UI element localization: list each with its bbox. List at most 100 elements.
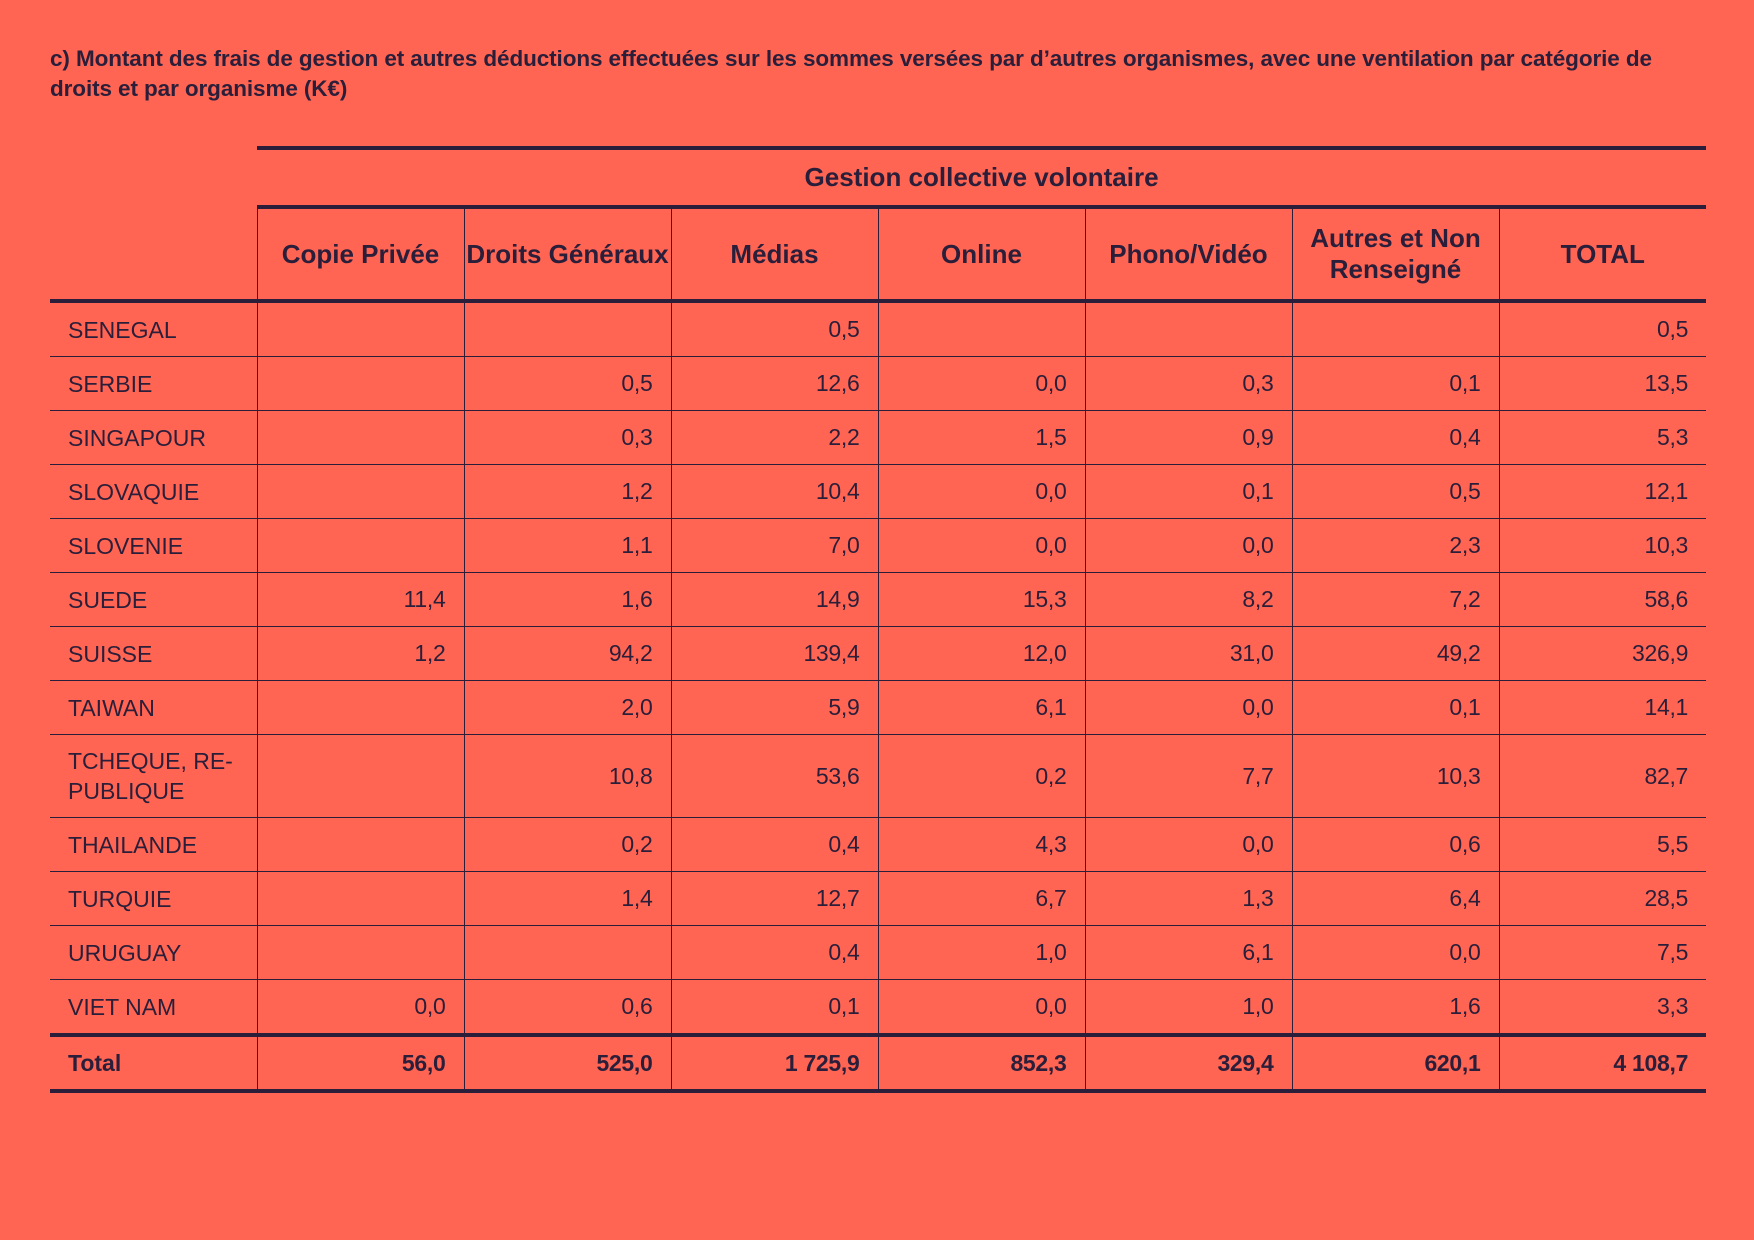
value-cell: 0,0 [877, 464, 1085, 519]
table-row: SLOVENIE 1,1 7,0 0,0 0,0 2,3 10,3 [50, 518, 1707, 573]
value-cell [256, 680, 464, 735]
value-cell: 2,3 [1291, 518, 1499, 573]
fees-table: Gestion collective volontaire Copie Priv… [50, 146, 1707, 1093]
table-row: URUGUAY 0,4 1,0 6,1 0,0 7,5 [50, 925, 1707, 980]
value-cell: 0,1 [670, 979, 878, 1035]
value-cell: 0,5 [1498, 301, 1707, 357]
value-cell: 1,1 [463, 518, 671, 573]
value-cell: 0,0 [256, 979, 464, 1035]
column-header-phono-video: Phono/Vidéo [1084, 207, 1292, 303]
corner-cell [50, 148, 257, 207]
value-cell: 6,1 [877, 680, 1085, 735]
value-cell: 12,0 [877, 626, 1085, 681]
table-row: VIET NAM 0,0 0,6 0,1 0,0 1,0 1,6 3,3 [50, 979, 1707, 1035]
value-cell [256, 301, 464, 357]
value-cell: 0,1 [1291, 356, 1499, 411]
column-header-droits-generaux: Droits Généraux [463, 207, 671, 303]
table-row: SENEGAL 0,5 0,5 [50, 301, 1707, 357]
value-cell: 0,6 [1291, 817, 1499, 872]
column-header-online: Online [877, 207, 1085, 303]
value-cell: 3,3 [1498, 979, 1707, 1035]
country-name: SERBIE [50, 356, 257, 411]
value-cell: 0,0 [1291, 925, 1499, 980]
value-cell: 1,0 [1084, 979, 1292, 1035]
value-cell [877, 301, 1085, 357]
value-cell: 10,4 [670, 464, 878, 519]
value-cell: 4,3 [877, 817, 1085, 872]
column-header-medias: Médias [670, 207, 878, 303]
value-cell [1291, 301, 1499, 357]
value-cell: 1,4 [463, 871, 671, 926]
table-row: SERBIE 0,5 12,6 0,0 0,3 0,1 13,5 [50, 356, 1707, 411]
value-cell: 12,1 [1498, 464, 1707, 519]
value-cell: 0,2 [463, 817, 671, 872]
corner-cell [50, 207, 257, 303]
table-row: TCHEQUE, RE-PUBLIQUE 10,8 53,6 0,2 7,7 10,3 82… [50, 734, 1707, 818]
value-cell: 82,7 [1498, 734, 1707, 818]
value-cell: 0,0 [877, 979, 1085, 1035]
total-value-cell: 4 108,7 [1498, 1033, 1707, 1093]
value-cell: 7,0 [670, 518, 878, 573]
country-name: SENEGAL [50, 301, 257, 357]
value-cell: 2,2 [670, 410, 878, 465]
value-cell: 0,6 [463, 979, 671, 1035]
value-cell: 0,0 [1084, 680, 1292, 735]
value-cell: 10,8 [463, 734, 671, 818]
country-name: TURQUIE [50, 871, 257, 926]
table-row: TURQUIE 1,4 12,7 6,7 1,3 6,4 28,5 [50, 871, 1707, 926]
value-cell [256, 734, 464, 818]
value-cell: 7,7 [1084, 734, 1292, 818]
value-cell: 1,6 [463, 572, 671, 627]
value-cell: 1,2 [463, 464, 671, 519]
value-cell: 14,1 [1498, 680, 1707, 735]
value-cell: 0,0 [1084, 817, 1292, 872]
table-row: THAILANDE 0,2 0,4 4,3 0,0 0,6 5,5 [50, 817, 1707, 872]
value-cell: 0,4 [670, 925, 878, 980]
country-name: TCHEQUE, RE-PUBLIQUE [50, 734, 257, 818]
value-cell: 1,2 [256, 626, 464, 681]
value-cell: 58,6 [1498, 572, 1707, 627]
value-cell: 0,1 [1291, 680, 1499, 735]
value-cell: 0,4 [670, 817, 878, 872]
value-cell [256, 925, 464, 980]
column-header-copie-privee: Copie Privée [256, 207, 464, 303]
table-row: SLOVAQUIE 1,2 10,4 0,0 0,1 0,5 12,1 [50, 464, 1707, 519]
value-cell: 0,5 [463, 356, 671, 411]
total-value-cell: 1 725,9 [670, 1033, 878, 1093]
value-cell: 0,0 [877, 518, 1085, 573]
value-cell: 1,0 [877, 925, 1085, 980]
value-cell [1084, 301, 1292, 357]
value-cell: 0,0 [877, 356, 1085, 411]
value-cell [463, 925, 671, 980]
value-cell [256, 871, 464, 926]
value-cell: 326,9 [1498, 626, 1707, 681]
value-cell: 10,3 [1291, 734, 1499, 818]
table-title: c) Montant des frais de gestion et autre… [50, 46, 1652, 101]
value-cell [256, 464, 464, 519]
value-cell: 0,3 [463, 410, 671, 465]
country-name: SUEDE [50, 572, 257, 627]
total-value-cell: 329,4 [1084, 1033, 1292, 1093]
value-cell: 15,3 [877, 572, 1085, 627]
value-cell: 49,2 [1291, 626, 1499, 681]
country-name: SINGAPOUR [50, 410, 257, 465]
table-row: TAIWAN 2,0 5,9 6,1 0,0 0,1 14,1 [50, 680, 1707, 735]
value-cell: 1,6 [1291, 979, 1499, 1035]
value-cell [256, 410, 464, 465]
country-name: SUISSE [50, 626, 257, 681]
column-header-row: Copie Privée Droits Généraux Médias Onli… [50, 207, 1707, 303]
country-name: TAIWAN [50, 680, 257, 735]
value-cell: 14,9 [670, 572, 878, 627]
value-cell: 0,3 [1084, 356, 1292, 411]
value-cell: 8,2 [1084, 572, 1292, 627]
value-cell: 12,7 [670, 871, 878, 926]
value-cell: 53,6 [670, 734, 878, 818]
country-name: THAILANDE [50, 817, 257, 872]
value-cell: 139,4 [670, 626, 878, 681]
country-name: SLOVAQUIE [50, 464, 257, 519]
value-cell: 1,3 [1084, 871, 1292, 926]
value-cell: 28,5 [1498, 871, 1707, 926]
total-value-cell: 56,0 [256, 1033, 464, 1093]
value-cell [256, 817, 464, 872]
value-cell: 0,5 [1291, 464, 1499, 519]
